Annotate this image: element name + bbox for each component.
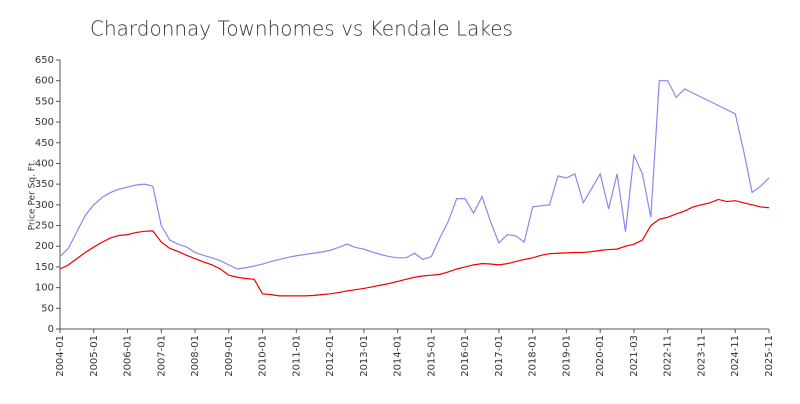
y-tick-label: 650 — [35, 55, 54, 66]
x-tick-label: 2009-01 — [224, 335, 235, 377]
chart-title: Chardonnay Townhomes vs Kendale Lakes — [90, 17, 513, 41]
y-tick-label: 450 — [35, 138, 54, 149]
x-tick-label: 2014-01 — [393, 335, 404, 377]
y-tick-label: 250 — [35, 221, 54, 232]
x-tick-label: 2005-01 — [89, 335, 100, 377]
x-tick-label: 2022-11 — [663, 335, 674, 377]
x-tick-label: 2007-01 — [156, 335, 167, 377]
x-tick-label: 2011-01 — [291, 335, 302, 377]
x-tick-label: 2019-01 — [561, 335, 572, 377]
x-tick-label: 2017-01 — [494, 335, 505, 377]
y-tick-label: 300 — [35, 200, 54, 211]
y-tick-label: 500 — [35, 117, 54, 128]
x-tick-label: 2015-01 — [426, 335, 437, 377]
x-tick-label: 2020-01 — [595, 335, 606, 377]
y-tick-label: 350 — [35, 179, 54, 190]
y-tick-label: 100 — [35, 283, 54, 294]
y-tick-label: 550 — [35, 96, 54, 107]
y-tick-label: 150 — [35, 262, 54, 273]
x-tick-label: 2025-11 — [764, 335, 775, 377]
x-tick-label: 2013-01 — [359, 335, 370, 377]
series-line — [59, 80, 770, 270]
x-tick-label: 2010-01 — [258, 335, 269, 377]
x-tick-label: 2023-11 — [696, 335, 707, 377]
y-tick-label: 600 — [35, 76, 54, 87]
series-line — [59, 198, 770, 297]
x-tick-label: 2018-01 — [528, 335, 539, 377]
y-tick-label: 200 — [35, 241, 54, 252]
y-axis-label: Price Per Sq. Ft. — [28, 160, 38, 231]
x-tick-label: 2012-01 — [325, 335, 336, 377]
x-tick-label: 2006-01 — [123, 335, 134, 377]
x-tick-label: 2008-01 — [190, 335, 201, 377]
x-tick-label: 2024-11 — [730, 335, 741, 377]
x-tick-label: 2004-01 — [55, 335, 66, 377]
y-tick-label: 400 — [35, 158, 54, 169]
y-tick-label: 0 — [48, 324, 54, 335]
x-tick-label: 2021-03 — [629, 335, 640, 377]
y-tick-label: 50 — [41, 303, 54, 314]
x-tick-label: 2016-01 — [460, 335, 471, 377]
